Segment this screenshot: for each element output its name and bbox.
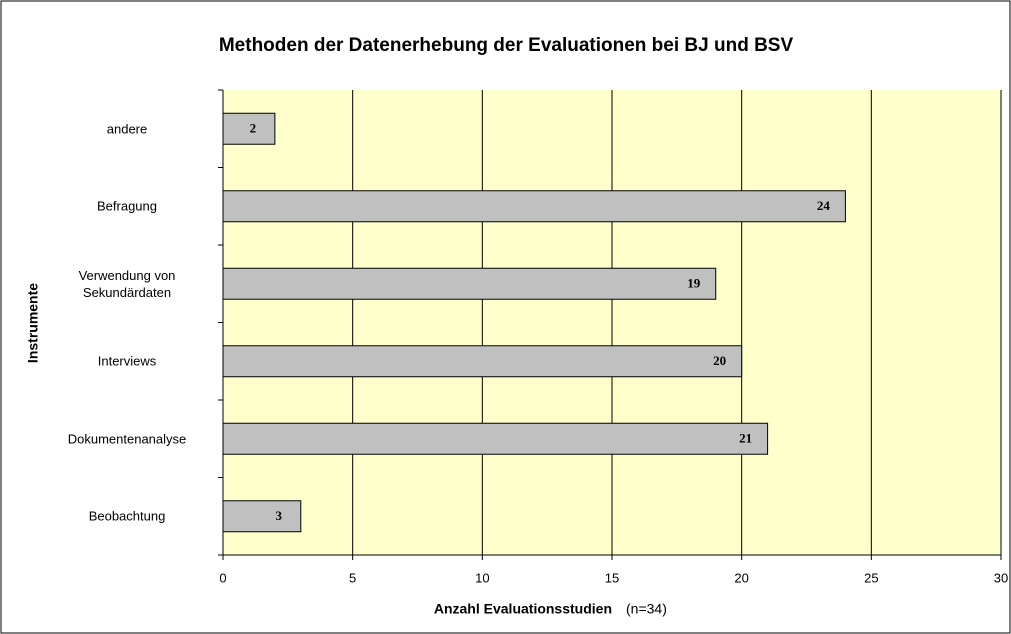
data-label: 2 [250, 121, 257, 136]
bar [222, 422, 769, 455]
x-tick-label: 25 [864, 570, 878, 585]
y-tick-label: Dokumentenanalyse [67, 431, 187, 447]
data-label: 20 [713, 353, 726, 368]
x-axis-label: Anzahl Evaluationsstudien [434, 601, 612, 617]
x-tick-label: 15 [605, 570, 619, 585]
y-tick-label: Verwendung von Sekundärdaten [78, 267, 176, 300]
y-tick-label-box: Interviews [47, 353, 207, 370]
x-tick-label: 0 [219, 570, 226, 585]
x-tick-label: 10 [475, 570, 489, 585]
chart-title: Methoden der Datenerhebung der Evaluatio… [219, 35, 794, 56]
bar [222, 190, 846, 223]
y-tick-label: Befragung [97, 198, 157, 214]
y-tick-label: andere [106, 121, 148, 137]
data-label: 24 [817, 198, 831, 213]
y-tick-label-box: Dokumentenanalyse [47, 430, 207, 447]
data-label: 21 [739, 431, 752, 446]
data-label: 19 [687, 276, 701, 291]
x-tick-label: 30 [994, 570, 1008, 585]
y-axis-label: Instrumente [25, 283, 41, 363]
y-tick-label: Beobachtung [88, 508, 166, 524]
y-tick-label-box: Verwendung von Sekundärdaten [47, 267, 207, 301]
data-label: 3 [276, 508, 283, 523]
y-tick-label-box: Befragung [47, 198, 207, 215]
bar [222, 500, 302, 533]
bar [222, 345, 743, 378]
bar [222, 112, 276, 145]
x-tick-label: 20 [734, 570, 748, 585]
y-tick-label-box: andere [47, 120, 207, 137]
x-tick-label: 5 [349, 570, 356, 585]
bar [222, 267, 717, 300]
y-tick-label: Interviews [97, 353, 157, 369]
x-axis-note: (n=34) [626, 601, 667, 617]
y-tick-label-box: Beobachtung [47, 508, 207, 525]
